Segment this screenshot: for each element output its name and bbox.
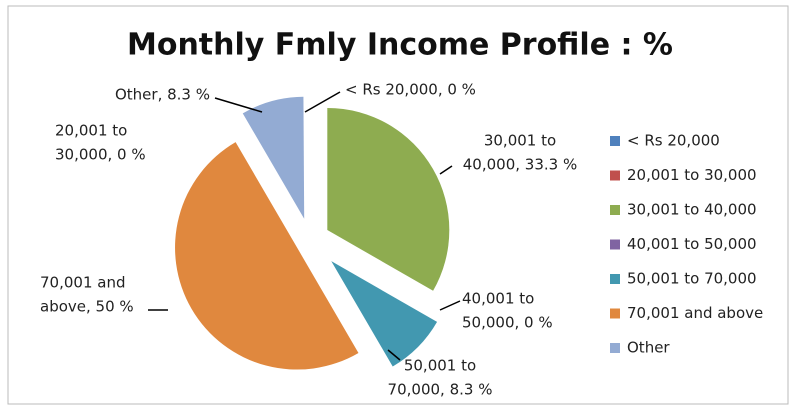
- pie-slice: [331, 261, 438, 367]
- data-label: 30,000, 0 %: [55, 146, 146, 164]
- legend-label: 20,001 to 30,000: [627, 166, 757, 184]
- data-label: above, 50 %: [40, 298, 134, 316]
- legend-label: Other: [627, 339, 670, 357]
- legend-label: < Rs 20,000: [627, 132, 720, 150]
- pie-slice: [327, 249, 434, 311]
- legend-swatch: [610, 239, 620, 250]
- data-label: 20,001 to: [55, 122, 127, 140]
- legend-label: 30,001 to 40,000: [627, 201, 757, 219]
- data-label: 70,000, 8.3 %: [388, 381, 493, 399]
- legend-label: 50,001 to 70,000: [627, 270, 757, 288]
- legend-swatch: [610, 308, 620, 319]
- legend-swatch: [610, 274, 620, 284]
- legend-swatch: [610, 205, 620, 215]
- data-label: 70,001 and: [40, 274, 125, 292]
- data-label: 40,000, 33.3 %: [463, 156, 577, 174]
- data-label: Other, 8.3 %: [115, 86, 210, 104]
- leader-line: [439, 165, 453, 175]
- chart-title: Monthly Fmly Income Profile : %: [127, 28, 673, 63]
- data-label: 50,001 to: [404, 357, 476, 375]
- pie-slice: [175, 142, 359, 370]
- legend-label: 70,001 and above: [627, 304, 763, 322]
- legend-swatch: [610, 170, 620, 181]
- leader-line: [214, 97, 263, 113]
- pie-slice: [242, 96, 305, 219]
- leader-line: [304, 91, 341, 113]
- data-label: 30,001 to: [484, 132, 556, 150]
- data-label: 40,001 to: [462, 290, 534, 308]
- legend-label: 40,001 to 50,000: [627, 235, 757, 253]
- legend-swatch: [610, 136, 620, 146]
- data-label: < Rs 20,000, 0 %: [345, 81, 476, 99]
- leader-line: [439, 300, 461, 311]
- leader-line: [387, 349, 401, 361]
- pie-slice: [327, 107, 450, 291]
- legend-swatch: [610, 343, 620, 353]
- data-label: 50,000, 0 %: [462, 314, 553, 332]
